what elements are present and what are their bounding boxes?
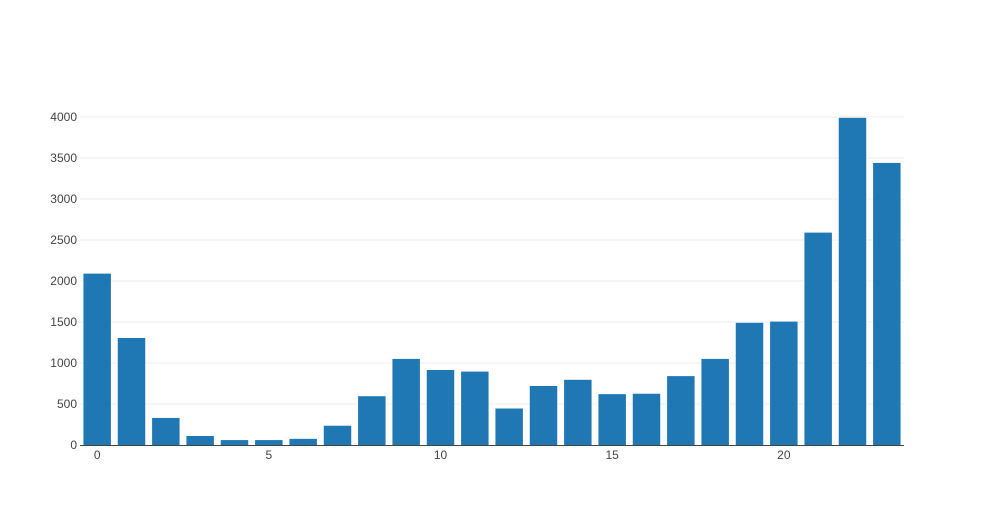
y-tick-label-0: 0 xyxy=(70,438,77,452)
bar-3 xyxy=(186,435,214,445)
bar-6 xyxy=(289,438,317,445)
x-tick-label-0: 0 xyxy=(94,448,101,462)
bars xyxy=(83,117,901,446)
bar-21 xyxy=(804,232,832,445)
bar-19 xyxy=(735,322,764,445)
bar-2 xyxy=(152,417,180,445)
x-tick-label-20: 20 xyxy=(777,448,791,462)
bar-8 xyxy=(358,396,386,445)
bar-16 xyxy=(632,393,661,445)
bar-1 xyxy=(117,337,146,445)
bar-20 xyxy=(770,321,798,445)
bar-14 xyxy=(564,379,592,445)
y-tick-label-1000: 1000 xyxy=(50,356,77,370)
x-tick-label-5: 5 xyxy=(265,448,272,462)
x-tick-label-15: 15 xyxy=(605,448,619,462)
bar-11 xyxy=(461,371,489,445)
grid-lines xyxy=(80,116,904,405)
y-tick-label-500: 500 xyxy=(57,397,77,411)
bar-9 xyxy=(392,358,420,445)
y-tick-label-3000: 3000 xyxy=(50,192,77,206)
y-tick-label-2500: 2500 xyxy=(50,233,77,247)
y-tick-label-4000: 4000 xyxy=(50,110,77,124)
bar-13 xyxy=(529,385,558,445)
x-tick-label-10: 10 xyxy=(434,448,448,462)
bar-7 xyxy=(323,425,352,445)
y-tick-label-3500: 3500 xyxy=(50,151,77,165)
bar-15 xyxy=(598,394,626,445)
y-tick-label-2000: 2000 xyxy=(50,274,77,288)
bar-18 xyxy=(701,358,729,445)
axes: 0 500 1000 1500 2000 2500 3000 3500 4000 0 5 10 15 20 xyxy=(50,110,904,462)
bar-10 xyxy=(426,369,455,445)
y-tick-label-1500: 1500 xyxy=(50,315,77,329)
bar-23 xyxy=(873,162,901,446)
bar-5 xyxy=(255,440,283,445)
bar-0 xyxy=(83,273,111,445)
bar-17 xyxy=(667,376,695,445)
bar-22 xyxy=(838,117,867,445)
bar-4 xyxy=(220,440,249,445)
bar-12 xyxy=(495,408,523,445)
